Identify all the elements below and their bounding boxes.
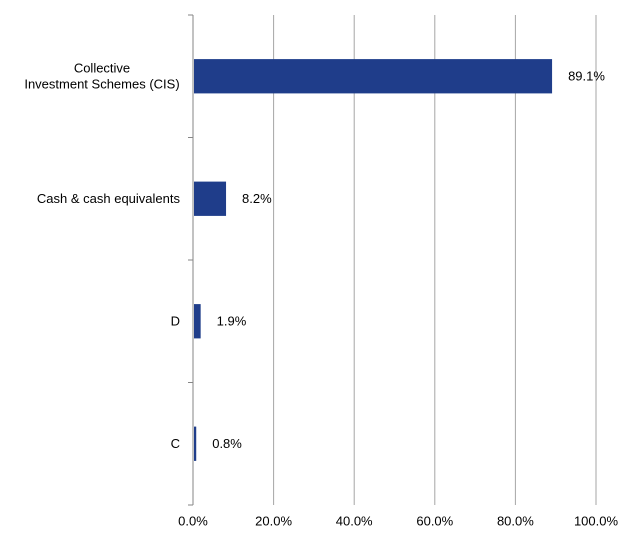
x-tick-label: 100.0% bbox=[574, 513, 619, 528]
bar bbox=[194, 181, 227, 216]
category-label: Investment Schemes (CIS) bbox=[24, 77, 179, 92]
x-tick-label: 40.0% bbox=[336, 513, 373, 528]
bar bbox=[194, 304, 201, 339]
data-label: 0.8% bbox=[212, 436, 242, 451]
category-label: D bbox=[171, 314, 180, 329]
data-label: 89.1% bbox=[568, 69, 605, 84]
category-label: C bbox=[171, 436, 180, 451]
bar bbox=[194, 59, 553, 94]
x-tick-label: 0.0% bbox=[178, 513, 208, 528]
data-label: 1.9% bbox=[217, 314, 247, 329]
category-label: Collective bbox=[74, 61, 130, 76]
x-tick-label: 80.0% bbox=[497, 513, 534, 528]
category-label: Cash & cash equivalents bbox=[37, 191, 181, 206]
x-tick-label: 60.0% bbox=[416, 513, 453, 528]
data-label: 8.2% bbox=[242, 191, 272, 206]
bar bbox=[194, 426, 197, 461]
x-tick-label: 20.0% bbox=[255, 513, 292, 528]
